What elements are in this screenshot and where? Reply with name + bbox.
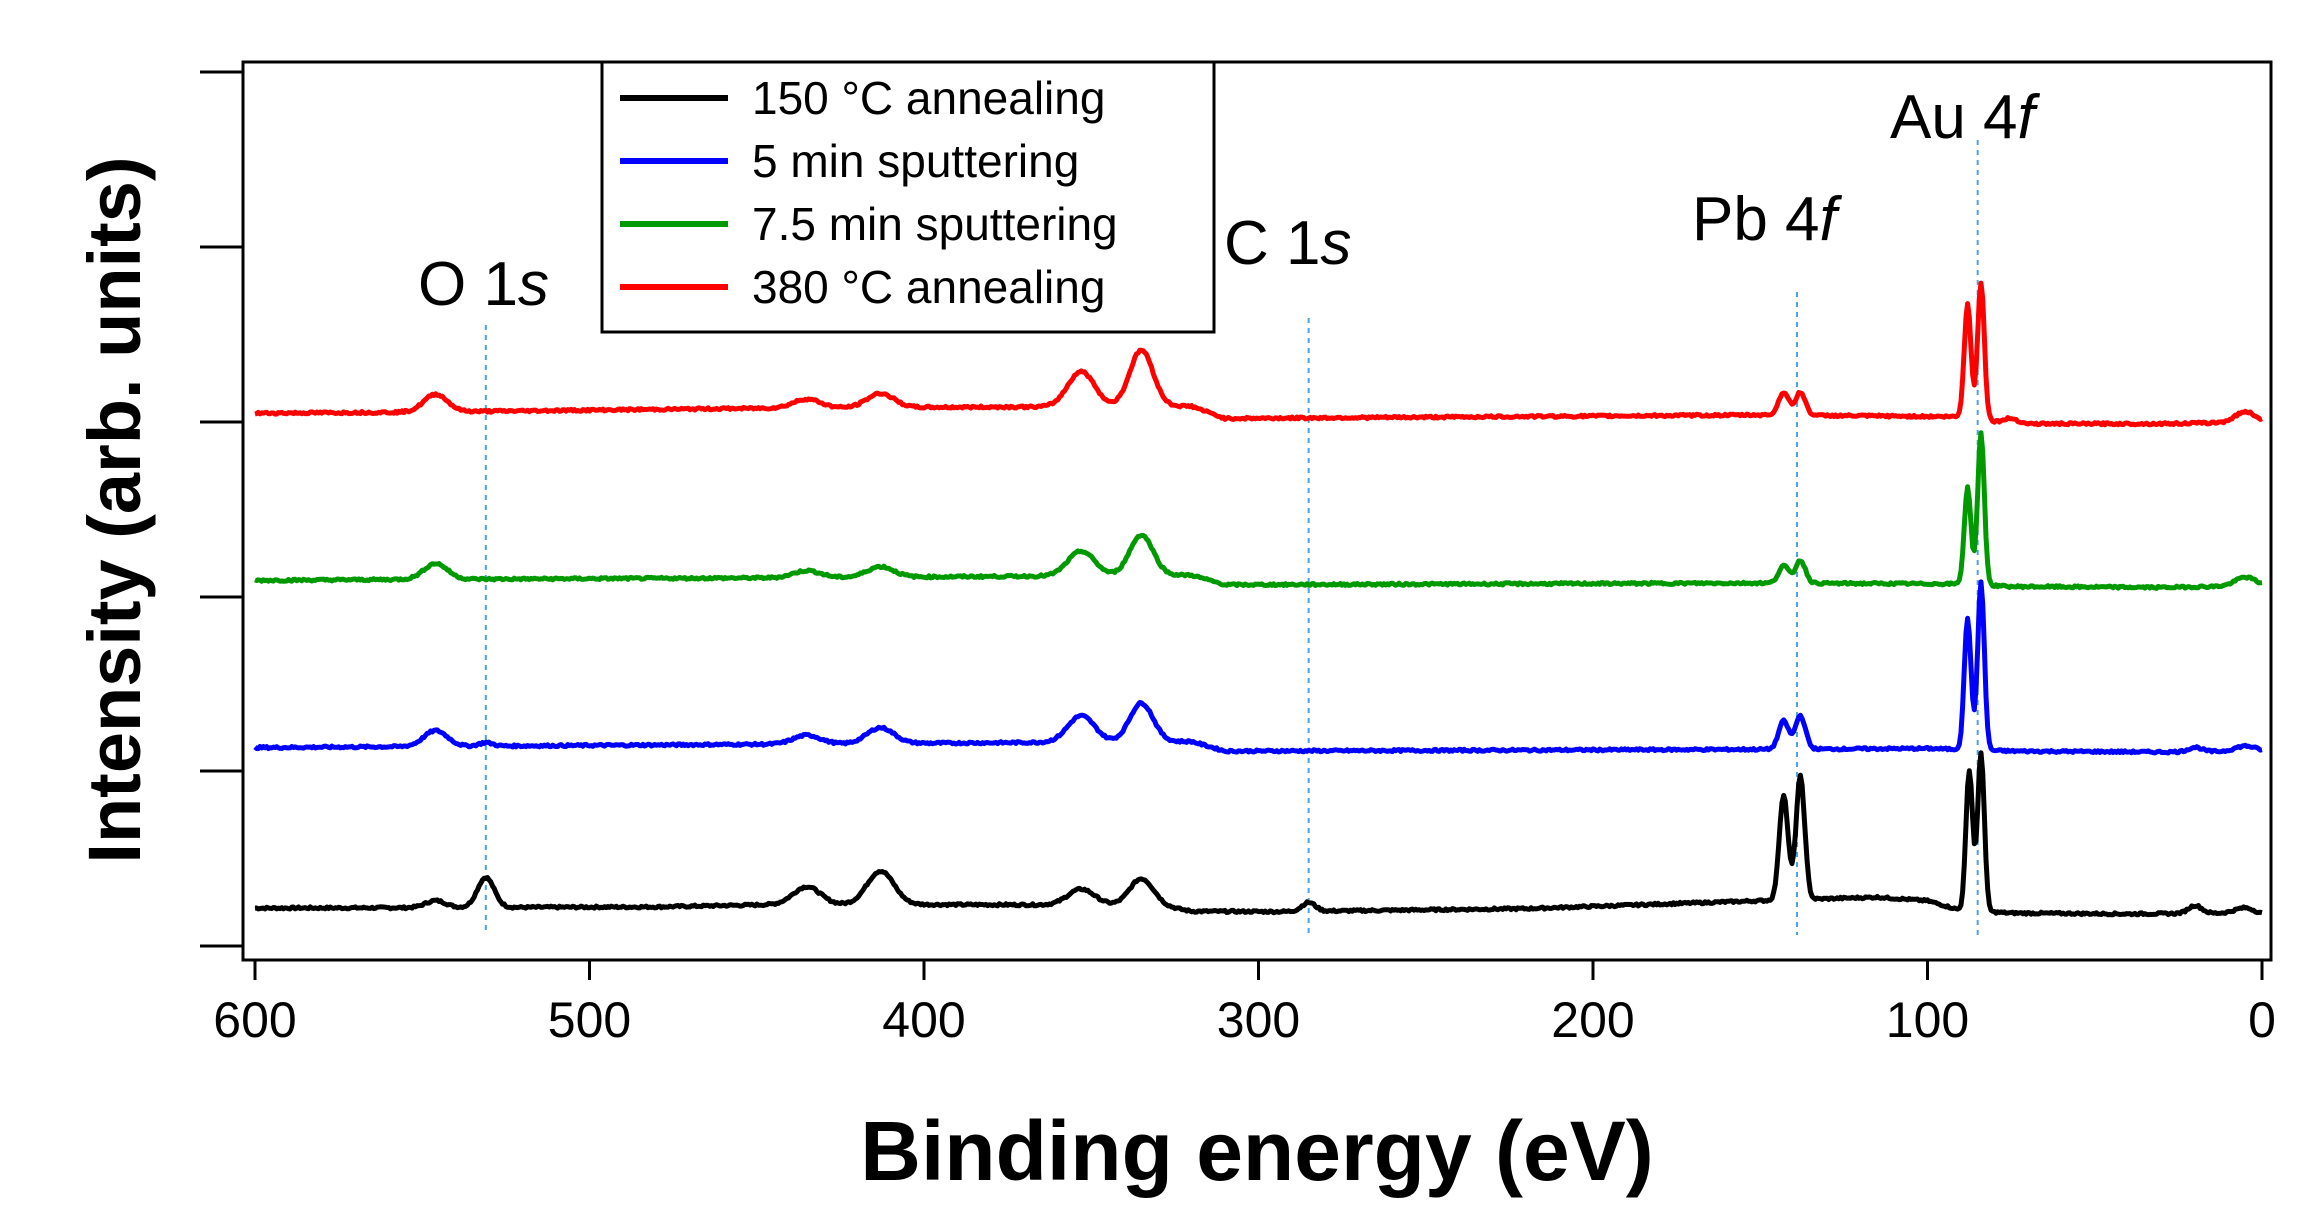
peak-labels: O 1s C 1s Pb 4f Au 4f <box>418 83 2041 319</box>
x-axis-title: Binding energy (eV) <box>860 1104 1653 1198</box>
series-line <box>254 750 2263 918</box>
peak-label: Pb 4f <box>1692 185 1843 254</box>
series-line <box>254 280 2263 428</box>
x-tick-label: 500 <box>548 992 631 1048</box>
legend-label: 5 min sputtering <box>752 135 1079 187</box>
series-line <box>254 430 2263 591</box>
y-axis <box>200 62 245 960</box>
x-tick-label: 0 <box>2248 992 2276 1048</box>
peak-label: C 1s <box>1224 209 1351 278</box>
x-tick-label: 200 <box>1551 992 1634 1048</box>
x-tick-label: 300 <box>1217 992 1300 1048</box>
series-lines <box>253 280 2263 918</box>
peak-label: Au 4f <box>1890 83 2041 152</box>
series-line <box>253 579 2263 756</box>
legend-label: 150 °C annealing <box>752 72 1105 124</box>
x-tick-label: 600 <box>213 992 296 1048</box>
x-tick-label: 400 <box>882 992 965 1048</box>
legend: 150 °C annealing 5 min sputtering 7.5 min … <box>600 60 1216 334</box>
y-axis-title: Intensity (arb. units) <box>73 156 156 863</box>
legend-label: 380 °C annealing <box>752 261 1105 313</box>
x-tick-label: 100 <box>1886 992 1969 1048</box>
legend-label: 7.5 min sputtering <box>752 198 1118 250</box>
peak-label: O 1s <box>418 250 549 319</box>
x-axis: 600 500 400 300 200 100 0 <box>213 958 2276 1048</box>
